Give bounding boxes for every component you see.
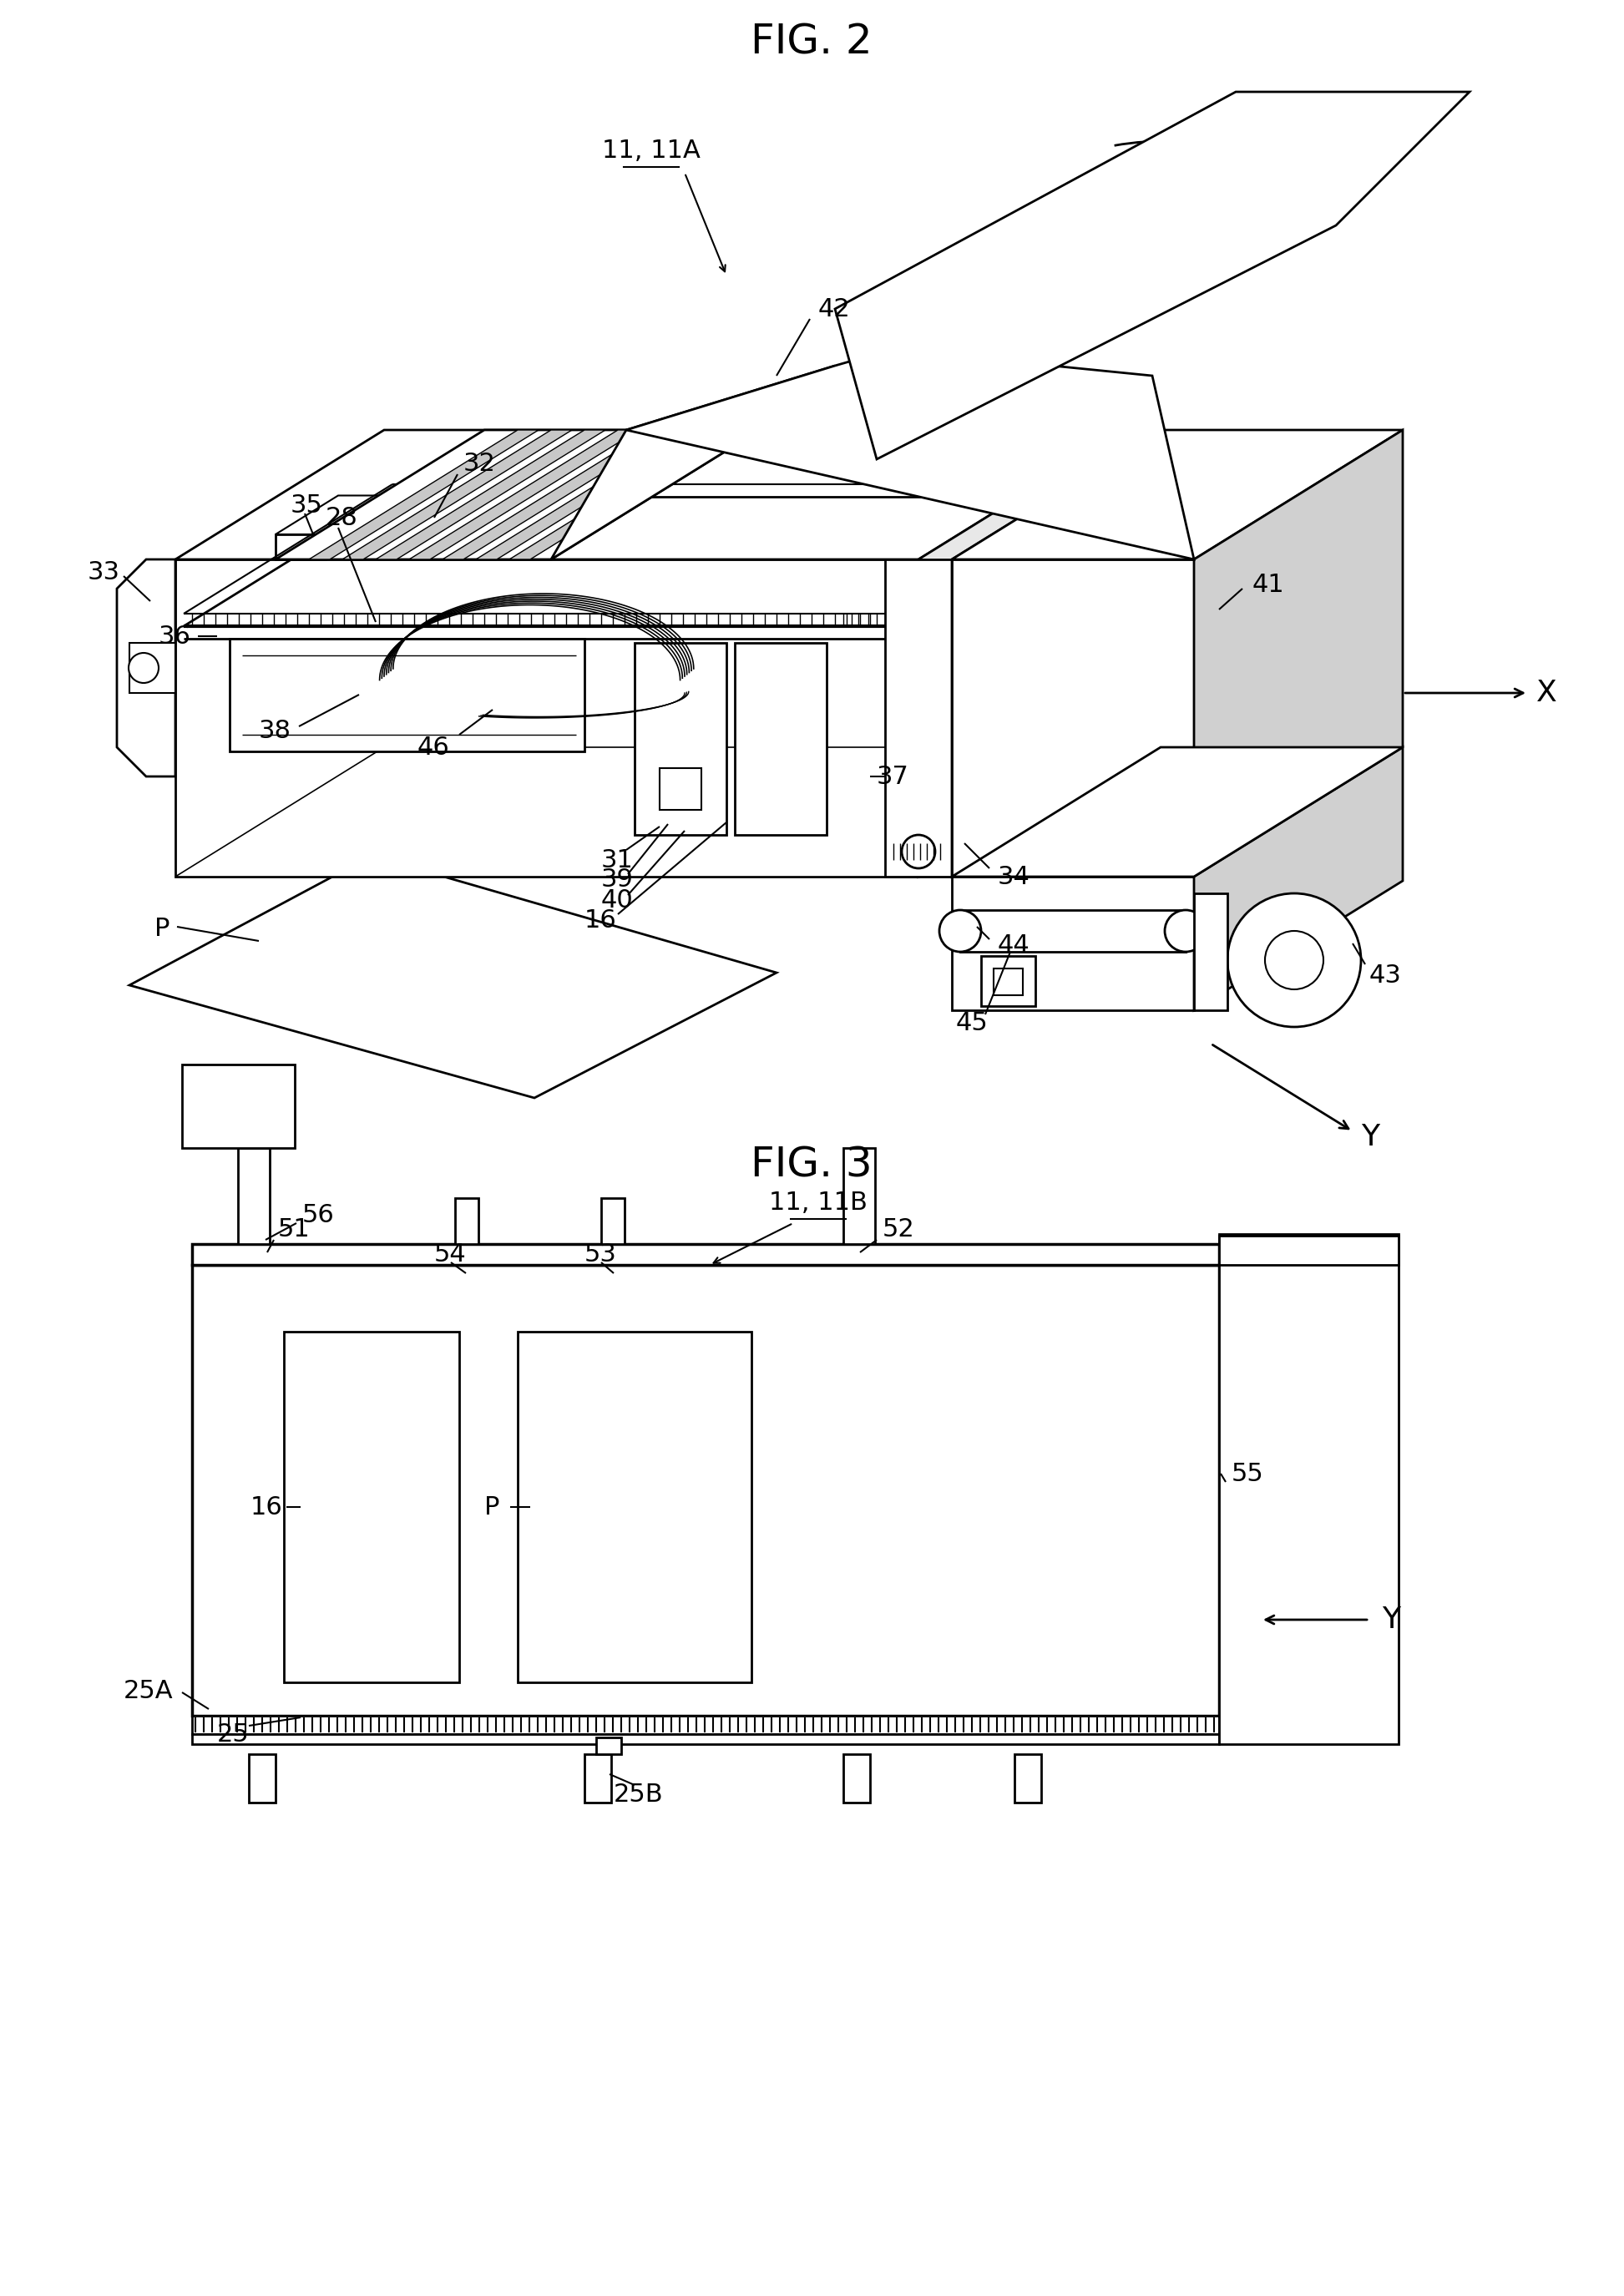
Bar xyxy=(455,1199,479,1244)
Bar xyxy=(1015,1754,1041,1802)
Polygon shape xyxy=(952,877,1194,1010)
Polygon shape xyxy=(551,365,835,560)
Polygon shape xyxy=(659,769,702,810)
Text: 16: 16 xyxy=(250,1495,283,1520)
Bar xyxy=(192,1715,1220,1733)
Text: 43: 43 xyxy=(1369,962,1402,987)
Text: P: P xyxy=(484,1495,500,1520)
Polygon shape xyxy=(175,429,1127,560)
Text: P: P xyxy=(154,916,171,941)
Bar xyxy=(239,1148,270,1244)
Polygon shape xyxy=(276,429,760,560)
Circle shape xyxy=(128,652,159,682)
Polygon shape xyxy=(734,643,827,836)
Text: 44: 44 xyxy=(997,932,1030,957)
Polygon shape xyxy=(1194,746,1403,1010)
Bar xyxy=(518,1332,752,1683)
Text: 11, 11B: 11, 11B xyxy=(770,1189,867,1215)
Text: 45: 45 xyxy=(957,1010,989,1035)
Text: 37: 37 xyxy=(877,765,909,788)
Text: 33: 33 xyxy=(88,560,120,583)
Bar xyxy=(182,1065,294,1148)
Text: 16: 16 xyxy=(585,907,617,932)
Polygon shape xyxy=(276,535,326,560)
Text: Y: Y xyxy=(1361,1123,1379,1150)
Polygon shape xyxy=(375,429,606,560)
Polygon shape xyxy=(627,287,1194,560)
Polygon shape xyxy=(994,969,1023,994)
Polygon shape xyxy=(1194,429,1403,877)
Text: 51: 51 xyxy=(278,1217,310,1242)
Polygon shape xyxy=(130,856,776,1097)
Polygon shape xyxy=(510,429,739,560)
Circle shape xyxy=(1228,893,1361,1026)
Bar xyxy=(1220,1233,1398,1745)
Polygon shape xyxy=(1194,893,1228,1010)
Polygon shape xyxy=(952,746,1403,877)
Polygon shape xyxy=(635,643,726,836)
Circle shape xyxy=(939,909,981,953)
Polygon shape xyxy=(952,429,1161,877)
Text: 25A: 25A xyxy=(123,1678,174,1704)
Text: Y: Y xyxy=(1382,1605,1400,1635)
Circle shape xyxy=(1265,930,1324,990)
Text: 36: 36 xyxy=(159,625,192,647)
Circle shape xyxy=(901,836,935,868)
Text: 31: 31 xyxy=(601,847,633,872)
Polygon shape xyxy=(442,429,672,560)
Polygon shape xyxy=(919,429,1127,877)
Text: 54: 54 xyxy=(434,1242,466,1265)
Text: 42: 42 xyxy=(818,296,851,321)
Text: 35: 35 xyxy=(291,494,323,517)
Bar xyxy=(192,1265,1220,1715)
Bar xyxy=(192,1733,1220,1745)
Bar xyxy=(284,1332,460,1683)
Text: FIG. 3: FIG. 3 xyxy=(750,1146,872,1185)
Polygon shape xyxy=(276,496,388,535)
Text: 28: 28 xyxy=(326,505,359,530)
Polygon shape xyxy=(409,429,638,560)
Polygon shape xyxy=(981,955,1036,1006)
Text: 52: 52 xyxy=(882,1217,914,1242)
Bar xyxy=(1220,1235,1398,1265)
Polygon shape xyxy=(885,560,952,877)
Polygon shape xyxy=(952,429,1403,560)
Text: 32: 32 xyxy=(463,452,495,475)
Bar xyxy=(596,1738,622,1754)
Polygon shape xyxy=(960,909,1186,953)
Text: 53: 53 xyxy=(585,1242,617,1265)
Bar xyxy=(248,1754,276,1802)
Polygon shape xyxy=(309,429,539,560)
Polygon shape xyxy=(175,746,1127,877)
Text: 55: 55 xyxy=(1231,1463,1263,1486)
Text: 56: 56 xyxy=(302,1203,335,1226)
Polygon shape xyxy=(343,429,572,560)
Text: 40: 40 xyxy=(601,889,633,912)
Text: 46: 46 xyxy=(417,735,450,760)
Polygon shape xyxy=(952,560,1194,877)
Polygon shape xyxy=(229,638,585,751)
Polygon shape xyxy=(476,429,705,560)
Text: 39: 39 xyxy=(601,868,633,891)
Polygon shape xyxy=(117,560,175,776)
Bar xyxy=(843,1754,870,1802)
Text: X: X xyxy=(1536,680,1557,707)
Text: FIG. 2: FIG. 2 xyxy=(750,21,872,62)
Text: 38: 38 xyxy=(258,719,291,742)
Polygon shape xyxy=(175,560,919,877)
Text: 25B: 25B xyxy=(614,1784,664,1807)
Circle shape xyxy=(1164,909,1207,953)
Polygon shape xyxy=(835,92,1470,459)
Text: 41: 41 xyxy=(1252,572,1285,597)
Polygon shape xyxy=(130,643,175,693)
Bar xyxy=(585,1754,611,1802)
Bar xyxy=(192,1244,1220,1265)
Bar xyxy=(843,1148,875,1244)
Text: 34: 34 xyxy=(997,866,1030,889)
Bar xyxy=(601,1199,625,1244)
Text: 11, 11A: 11, 11A xyxy=(603,138,700,163)
Text: 25: 25 xyxy=(218,1722,250,1747)
